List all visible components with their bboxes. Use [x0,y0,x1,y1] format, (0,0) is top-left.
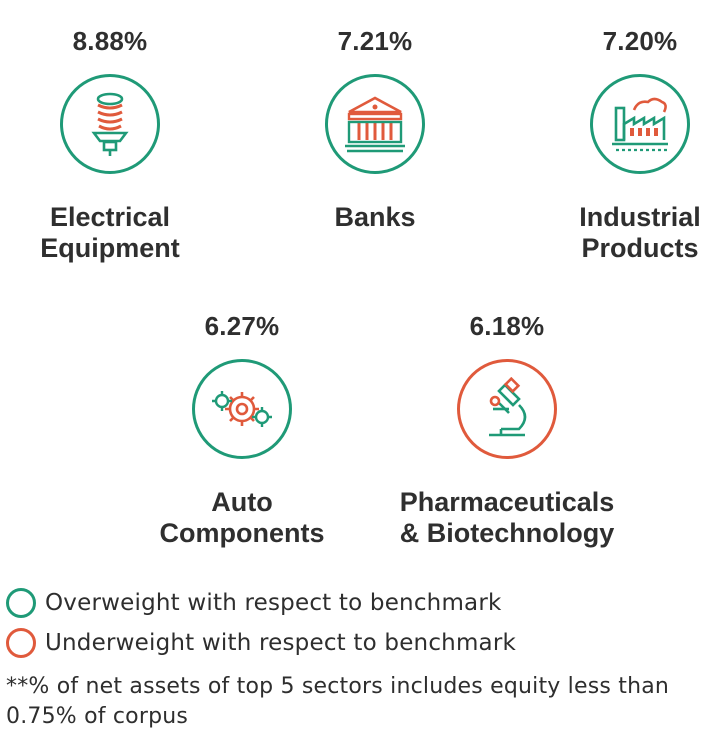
sector-name-line2: Components [159,518,325,548]
sector-name-line1: Auto [211,487,273,517]
bank-building-icon [345,96,405,153]
underweight-circle-icon [6,628,36,658]
factory-icon [612,97,668,152]
sector-name-line1: Pharmaceuticals [399,487,615,517]
sector-name-line1: Industrial [579,202,701,232]
legend-underweight-label: Underweight with respect to benchmark [45,630,517,656]
sector-pharmaceuticals-biotechnology: 6.18% Pharmaceuticals & Biotechnology [377,311,637,549]
overweight-ring [60,74,160,174]
sector-name: Industrial Products [579,202,701,264]
sector-name-line2: Products [581,233,699,263]
footnote: **% of net assets of top 5 sectors inclu… [6,674,670,729]
sector-electrical-equipment: 8.88% Electrical Equipment [20,26,200,264]
sector-percent: 7.20% [602,26,678,56]
lightbulb-icon [91,92,129,156]
overweight-ring [325,74,425,174]
legend-overweight-label: Overweight with respect to benchmark [45,590,502,616]
underweight-ring [457,359,557,459]
microscope-icon [489,377,527,437]
legend-underweight: Underweight with respect to benchmark [6,628,516,658]
sector-name: Pharmaceuticals & Biotechnology [400,487,615,549]
sector-name: Electrical Equipment [40,202,180,264]
overweight-ring [590,74,690,174]
sector-industrial-products: 7.20% Industrial Products [550,26,727,264]
sector-banks: 7.21% Banks [285,26,465,233]
sector-name: Banks [334,202,415,233]
sector-name-line1: Banks [334,202,416,232]
sector-name: Auto Components [160,487,325,549]
sector-percent: 6.27% [204,311,280,341]
sector-auto-components: 6.27% Auto Components [152,311,332,549]
sector-percent: 6.18% [469,311,545,341]
overweight-ring [192,359,292,459]
gears-icon [212,391,272,427]
overweight-circle-icon [6,588,36,618]
sector-percent: 8.88% [72,26,148,56]
sector-name-line2: Equipment [40,233,180,263]
sector-name-line1: Electrical [49,202,171,232]
sector-name-line2: & Biotechnology [399,518,615,548]
sector-percent: 7.21% [337,26,413,56]
legend-overweight: Overweight with respect to benchmark [6,588,502,618]
